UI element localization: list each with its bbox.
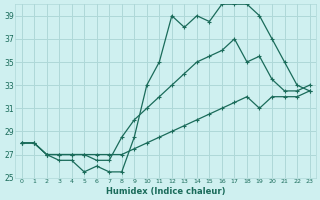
X-axis label: Humidex (Indice chaleur): Humidex (Indice chaleur) bbox=[106, 187, 225, 196]
